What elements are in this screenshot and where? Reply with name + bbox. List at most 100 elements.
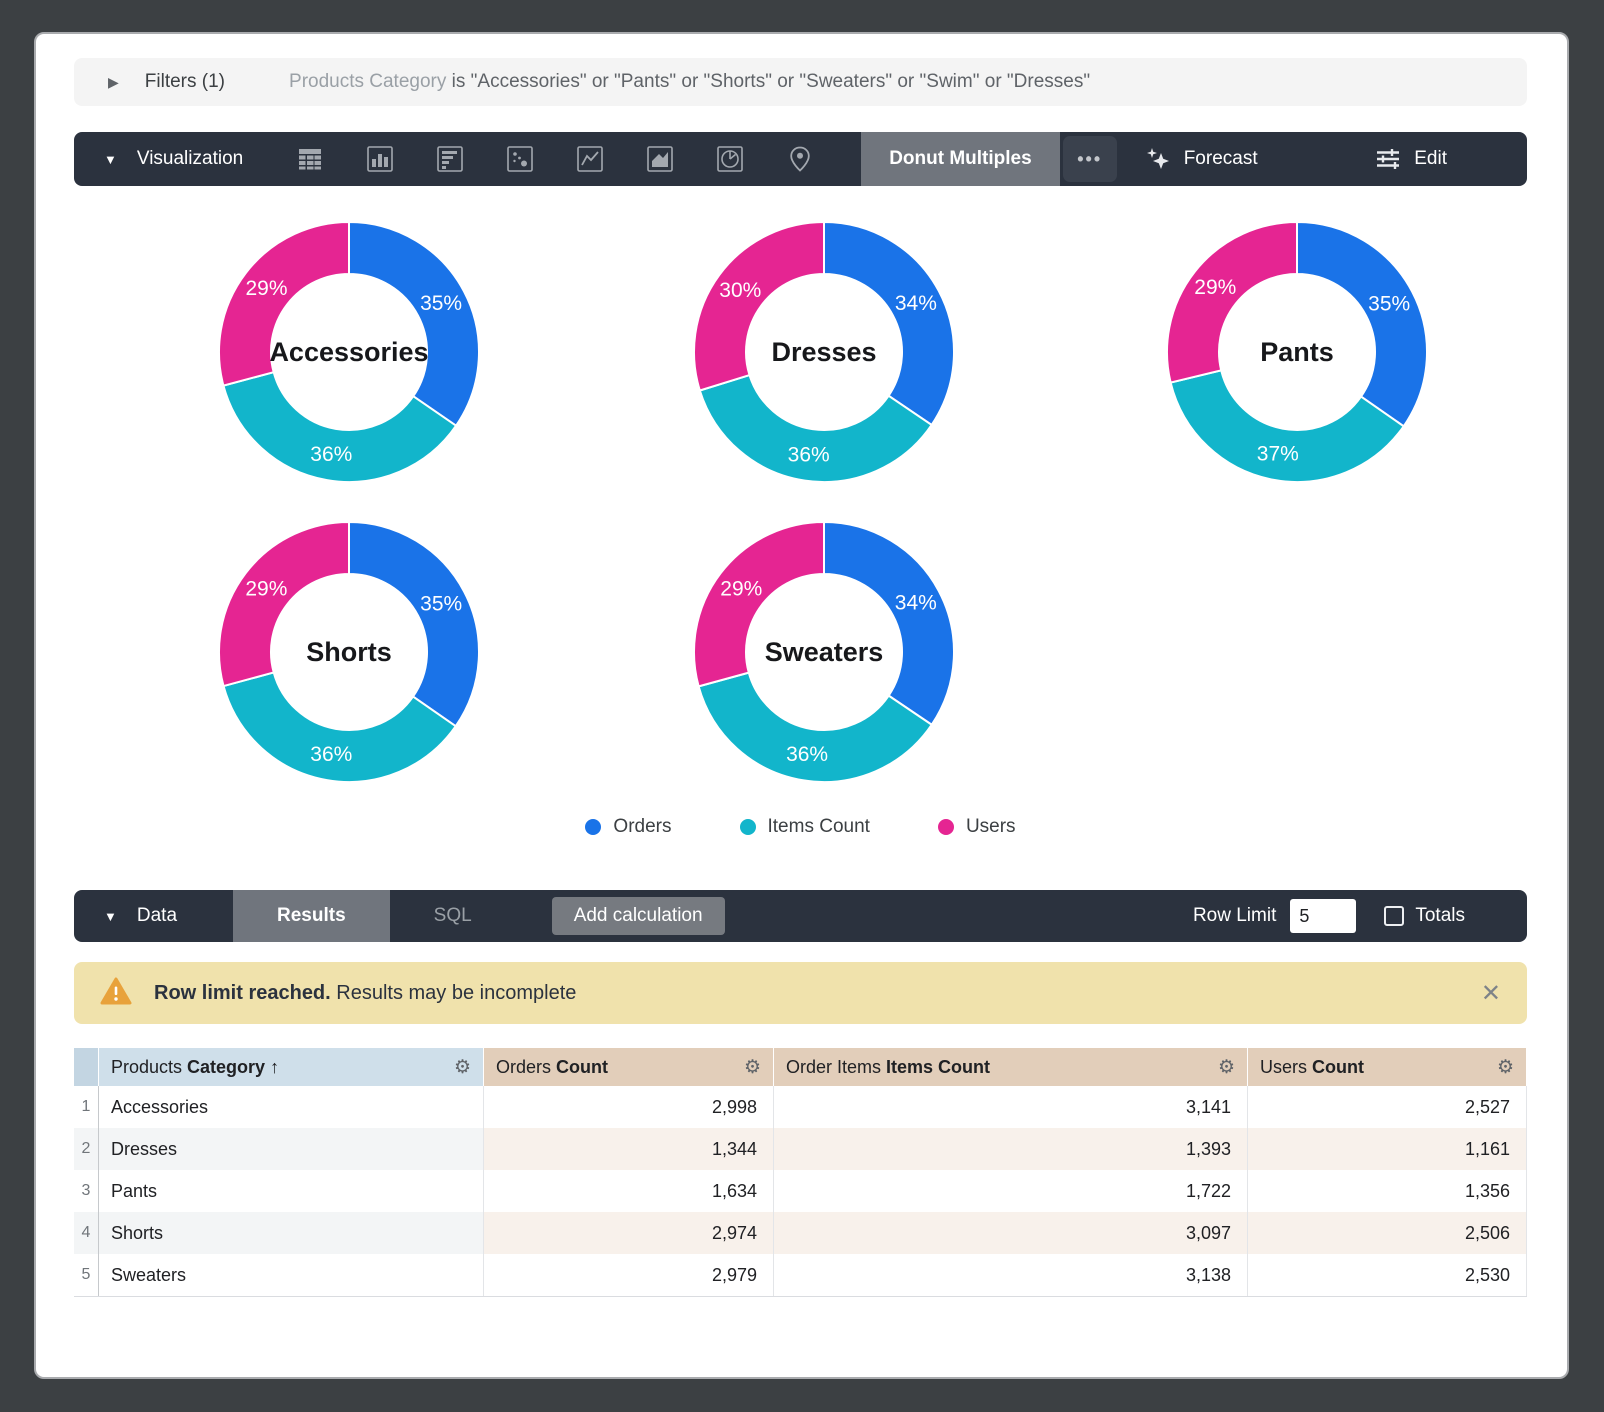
- warning-triangle-icon: [100, 976, 132, 1011]
- totals-checkbox[interactable]: [1384, 906, 1405, 926]
- row-number: 5: [74, 1254, 99, 1296]
- table-body: 1 Accessories 2,998 3,141 2,527 2 Dresses 1,344…: [74, 1086, 1527, 1297]
- cell-category[interactable]: Pants: [99, 1170, 484, 1212]
- column-header-count[interactable]: Orders Count ⚙: [484, 1048, 774, 1086]
- collapse-visualization-icon[interactable]: ▼: [104, 151, 117, 167]
- cell-orders[interactable]: 1,344: [484, 1128, 774, 1170]
- cell-users[interactable]: 2,527: [1248, 1086, 1527, 1128]
- table-icon[interactable]: [295, 144, 325, 174]
- cell-order-items[interactable]: 3,138: [774, 1254, 1248, 1296]
- cell-category[interactable]: Shorts: [99, 1212, 484, 1254]
- forecast-sparkle-icon: [1143, 144, 1173, 174]
- legend-label: Orders: [613, 816, 672, 837]
- donut-slice-users[interactable]: [693, 520, 825, 688]
- pie-chart-icon[interactable]: [715, 144, 745, 174]
- filter-summary[interactable]: Products Category is "Accessories" or "P…: [289, 71, 1090, 93]
- add-calculation-button[interactable]: Add calculation: [551, 897, 725, 935]
- percent-label: 36%: [788, 443, 830, 466]
- scatter-plot-icon[interactable]: [505, 144, 535, 174]
- donut-slice-items-count[interactable]: [698, 373, 934, 483]
- donut-slice-orders[interactable]: [823, 520, 955, 727]
- column-header-category[interactable]: Products Category ↑ ⚙: [99, 1048, 484, 1086]
- cell-order-items[interactable]: 1,393: [774, 1128, 1248, 1170]
- cell-orders[interactable]: 2,979: [484, 1254, 774, 1296]
- donut-slice-orders[interactable]: [348, 220, 480, 428]
- close-warning-icon[interactable]: ✕: [1480, 979, 1501, 1007]
- legend-dot: [739, 819, 756, 835]
- edit-label: Edit: [1414, 148, 1447, 169]
- cell-users[interactable]: 1,161: [1248, 1128, 1527, 1170]
- data-title[interactable]: Data: [136, 905, 178, 926]
- donut-slice-users[interactable]: [218, 520, 350, 688]
- percent-label: 35%: [420, 292, 462, 315]
- donut-slice-orders[interactable]: [348, 520, 480, 728]
- table-row: 4 Shorts 2,974 3,097 2,506: [74, 1212, 1527, 1254]
- percent-label: 29%: [720, 577, 762, 600]
- cell-orders[interactable]: 2,998: [484, 1086, 774, 1128]
- column-header-label: Users Count: [1260, 1056, 1364, 1077]
- cell-order-items[interactable]: 3,141: [774, 1086, 1248, 1128]
- percent-label: 36%: [786, 743, 828, 766]
- cell-category[interactable]: Accessories: [99, 1086, 484, 1128]
- collapse-data-icon[interactable]: ▼: [104, 908, 117, 924]
- cell-category[interactable]: Dresses: [99, 1128, 484, 1170]
- selected-viz-button[interactable]: Donut Multiples: [861, 132, 1060, 186]
- percent-label: 36%: [310, 443, 352, 466]
- cell-order-items[interactable]: 1,722: [774, 1170, 1248, 1212]
- donut-slice-users[interactable]: [218, 220, 350, 387]
- donut-center-label: Accessories: [269, 337, 428, 367]
- column-header-label: Products Category ↑: [111, 1056, 280, 1077]
- map-pin-icon[interactable]: [785, 144, 815, 174]
- cell-users[interactable]: 2,506: [1248, 1212, 1527, 1254]
- cell-orders[interactable]: 1,634: [484, 1170, 774, 1212]
- donut-slice-orders[interactable]: [1296, 220, 1428, 428]
- donut-slice-orders[interactable]: [823, 220, 955, 427]
- area-chart-icon[interactable]: [645, 144, 675, 174]
- cell-users[interactable]: 1,356: [1248, 1170, 1527, 1212]
- expand-filters-icon[interactable]: ▶: [108, 73, 119, 90]
- results-table: Products Category ↑ ⚙ Orders Count ⚙ Order I…: [74, 1048, 1527, 1297]
- visualization-title[interactable]: Visualization: [136, 148, 244, 169]
- filters-bar: ▶ Filters (1) Products Category is "Acce…: [74, 58, 1527, 106]
- cell-order-items[interactable]: 3,097: [774, 1212, 1248, 1254]
- forecast-button[interactable]: Forecast: [1143, 144, 1258, 174]
- donut-chart-sweaters: 34% 36% 29% Sweaters: [692, 520, 956, 784]
- row-number: 1: [74, 1086, 99, 1128]
- donut-slice-items-count[interactable]: [222, 671, 458, 783]
- legend-item-users[interactable]: Users: [937, 816, 1016, 838]
- gear-icon[interactable]: ⚙: [1217, 1056, 1235, 1078]
- filters-toggle[interactable]: Filters (1): [144, 71, 226, 92]
- edit-button[interactable]: Edit: [1373, 144, 1447, 174]
- edit-sliders-icon: [1373, 144, 1403, 174]
- line-chart-icon[interactable]: [575, 144, 605, 174]
- row-number: 4: [74, 1212, 99, 1254]
- percent-label: 37%: [1257, 443, 1299, 466]
- gear-icon[interactable]: ⚙: [1496, 1056, 1514, 1078]
- cell-users[interactable]: 2,530: [1248, 1254, 1527, 1296]
- column-header-count[interactable]: Users Count ⚙: [1248, 1048, 1527, 1086]
- percent-label: 34%: [895, 292, 937, 315]
- row-limit-input[interactable]: [1290, 899, 1357, 933]
- legend-item-items-count[interactable]: Items Count: [739, 816, 870, 838]
- column-header-items-count[interactable]: Order Items Items Count ⚙: [774, 1048, 1248, 1086]
- data-toolbar: ▼ Data Results SQL Add calculation Row L…: [74, 890, 1527, 942]
- visualization-toolbar: ▼ Visualization: [74, 132, 1527, 186]
- tab-sql[interactable]: SQL: [433, 905, 472, 926]
- gear-icon[interactable]: ⚙: [743, 1056, 761, 1078]
- row-number: 2: [74, 1128, 99, 1170]
- percent-label: 35%: [420, 592, 462, 615]
- more-viz-options-button[interactable]: •••: [1062, 136, 1117, 182]
- column-chart-icon[interactable]: [365, 144, 395, 174]
- donut-slice-items-count[interactable]: [697, 671, 934, 783]
- gear-icon[interactable]: ⚙: [453, 1056, 471, 1078]
- cell-category[interactable]: Sweaters: [99, 1254, 484, 1296]
- donut-slice-users[interactable]: [1166, 220, 1298, 384]
- tab-results[interactable]: Results: [233, 890, 390, 942]
- bar-chart-icon[interactable]: [435, 144, 465, 174]
- legend-dot: [585, 819, 602, 835]
- donut-slice-items-count[interactable]: [1169, 369, 1406, 483]
- cell-orders[interactable]: 2,974: [484, 1212, 774, 1254]
- legend-item-orders[interactable]: Orders: [585, 816, 672, 838]
- donut-slice-items-count[interactable]: [222, 370, 458, 483]
- donut-slice-users[interactable]: [693, 220, 825, 392]
